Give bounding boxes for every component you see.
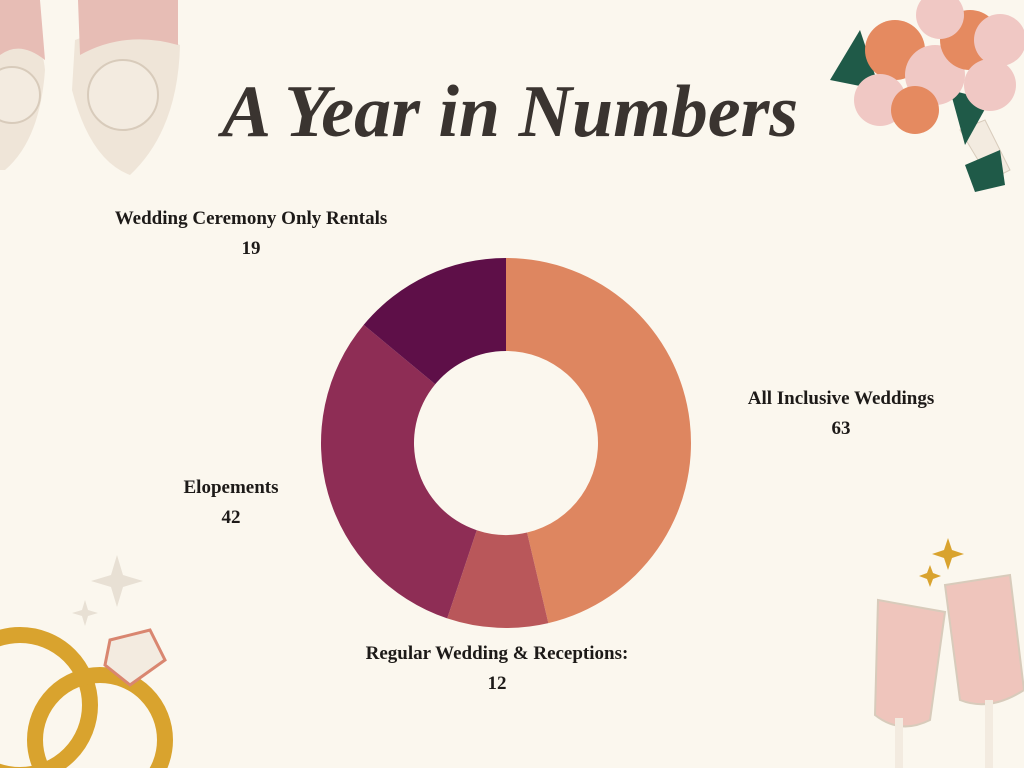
slice-label: Wedding Ceremony Only Rentals: [115, 208, 388, 229]
donut-slice: [363, 258, 506, 385]
sparkles: [72, 538, 964, 626]
donut: [321, 258, 692, 628]
slice-value: 42: [222, 507, 241, 528]
rings-decoration: [0, 627, 173, 768]
slice-label: All Inclusive Weddings: [748, 388, 935, 409]
donut-slice: [506, 258, 692, 624]
slice-label: Regular Wedding & Receptions:: [366, 643, 629, 664]
bouquet-decoration: [830, 0, 1024, 192]
glasses-decoration: [873, 573, 1024, 768]
chart-title: A Year in Numbers: [218, 71, 798, 153]
donut-slice: [321, 324, 477, 619]
slice-label: Elopements: [184, 477, 279, 498]
shoes-decoration: [0, 0, 180, 175]
donut-slice: [447, 530, 549, 628]
slice-value: 12: [488, 673, 507, 694]
slice-value: 63: [832, 418, 851, 439]
slice-value: 19: [242, 238, 261, 259]
